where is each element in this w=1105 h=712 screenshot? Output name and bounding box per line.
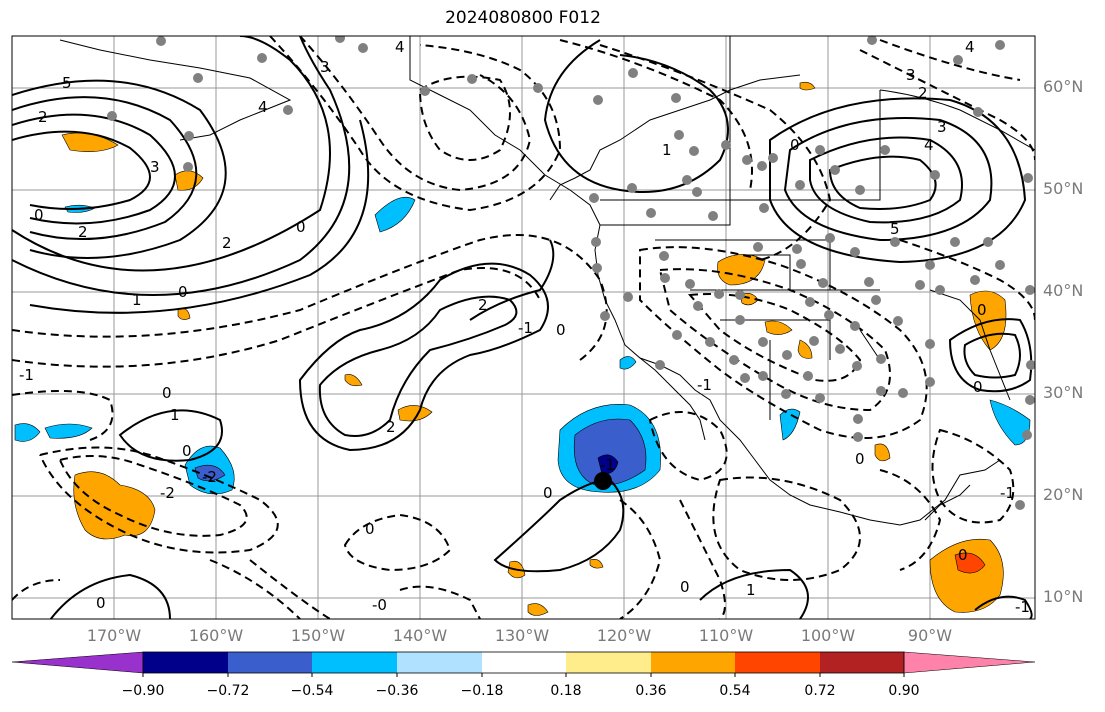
contour-label: 4: [965, 38, 975, 56]
contour-label: -1: [697, 376, 712, 394]
contour-label: 1: [170, 406, 180, 424]
contour-label: 0: [855, 450, 865, 468]
contour-label: 0: [34, 206, 44, 224]
contour-label: 4: [395, 38, 405, 56]
colorbar-bin: [143, 652, 228, 673]
colorbar-bin: [312, 652, 397, 673]
contour-label: 0: [178, 283, 188, 301]
colorbar-tick-label: 0.18: [550, 683, 582, 699]
contour-label: 1: [132, 291, 142, 309]
colorbar-tick-label: 0.36: [635, 683, 667, 699]
contour-label: 4: [924, 136, 934, 154]
colorbar-tick-label: −0.18: [460, 683, 504, 699]
contour-label: 2: [918, 84, 928, 102]
contour-label: -0: [372, 596, 387, 614]
lat-lon-grid: [12, 36, 1035, 619]
lat-label: 40°N: [1043, 281, 1084, 300]
colorbar-bin: [228, 652, 312, 673]
contour-label: 4: [258, 98, 268, 116]
contour-label: 3: [320, 58, 330, 76]
contour-label: -2: [160, 484, 175, 502]
lon-label: 90°W: [907, 626, 953, 645]
colorbar-min-extend: [11, 651, 144, 674]
contour-label: 3: [937, 118, 947, 136]
lon-label: 130°W: [494, 626, 550, 645]
colorbar-tick-label: −0.72: [206, 683, 250, 699]
colorbar-tick-label: −0.54: [290, 683, 334, 699]
contour-label: 0: [182, 442, 192, 460]
colorbar-tick-label: 0.90: [888, 683, 920, 699]
contour-label: 2: [38, 108, 48, 126]
hurricane-center-marker: [594, 472, 612, 490]
contour-label: 2: [78, 223, 88, 241]
colorbar-bin: [482, 652, 566, 673]
contour-label: -1: [19, 366, 34, 384]
lon-label: 150°W: [290, 626, 346, 645]
lat-label: 20°N: [1043, 485, 1084, 504]
colorbar-tick-label: −0.90: [121, 683, 165, 699]
contour-label: 0: [365, 520, 375, 538]
lat-label: 60°N: [1043, 77, 1084, 96]
contour-label: 1: [662, 141, 672, 159]
contour-label: 1: [746, 581, 756, 599]
contour-label: 5: [890, 220, 900, 238]
lon-label: 170°W: [86, 626, 142, 645]
negative-contours: [12, 36, 1035, 619]
contour-label: 0: [543, 484, 553, 502]
contour-label: 2: [222, 234, 232, 252]
contour-label: 0: [790, 136, 800, 154]
contour-label: -1: [1015, 598, 1030, 616]
contour-label: 3: [906, 66, 916, 84]
lat-label: 50°N: [1043, 179, 1084, 198]
lat-label: 30°N: [1043, 383, 1084, 402]
lon-label: 100°W: [800, 626, 856, 645]
map-frame: [11, 35, 1036, 620]
lat-label: 10°N: [1043, 587, 1084, 606]
contour-label: 3: [150, 158, 160, 176]
lon-label: 160°W: [188, 626, 244, 645]
colorbar-bin: [397, 652, 482, 673]
contour-label: 0: [162, 384, 172, 402]
contour-label: 0: [958, 546, 968, 564]
positive-contours: [12, 36, 1033, 619]
contour-label: 2: [386, 418, 396, 436]
contour-label: -2: [202, 468, 217, 486]
contour-label: 0: [96, 594, 106, 612]
colorbar-max-extend: [903, 651, 1036, 674]
contour-label: 0: [296, 218, 306, 236]
contour-labels: 5 2 3 0 2 1 0 4 3 4 0 2 2 -1 0 2 1 0 0 -…: [19, 38, 1030, 616]
colorbar-bin: [735, 652, 820, 673]
lon-label: 140°W: [392, 626, 448, 645]
contour-label: -1: [518, 319, 533, 337]
contour-label: -1: [1000, 484, 1015, 502]
colorbar-tick-label: 0.54: [719, 683, 751, 699]
contour-label: 2: [478, 296, 488, 314]
station-markers: [107, 36, 1035, 510]
lon-label: 120°W: [596, 626, 652, 645]
contour-label: 5: [62, 74, 72, 92]
lon-label: 110°W: [698, 626, 754, 645]
colorbar-tick-label: −0.36: [375, 683, 419, 699]
contour-label: 0: [680, 578, 690, 596]
colorbar-tick-label: 0.72: [804, 683, 836, 699]
colorbar: [11, 651, 1036, 677]
contour-label: 0: [973, 378, 983, 396]
map-title: 2024080800 F012: [445, 8, 601, 28]
colorbar-bin: [566, 652, 651, 673]
contour-label: 0: [556, 321, 566, 339]
colorbar-bin: [820, 652, 904, 673]
contour-label: 0: [977, 301, 987, 319]
colorbar-bin: [651, 652, 735, 673]
contour-label: -1: [600, 456, 615, 474]
